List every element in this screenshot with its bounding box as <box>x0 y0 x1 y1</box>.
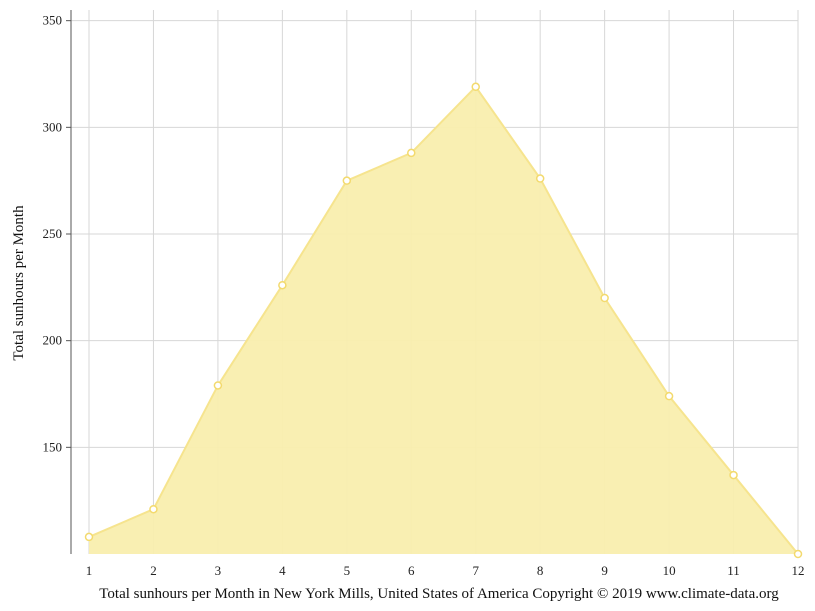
chart-caption: Total sunhours per Month in New York Mil… <box>99 586 779 602</box>
x-tick-label: 9 <box>601 563 608 578</box>
x-tick-label: 1 <box>86 563 93 578</box>
data-point <box>407 148 416 158</box>
x-tick-label: 3 <box>215 563 222 578</box>
x-tick-label: 6 <box>408 563 415 578</box>
data-point <box>342 176 352 185</box>
y-tick-label: 350 <box>43 13 63 28</box>
x-tick-label: 8 <box>537 563 544 578</box>
x-tick-label: 12 <box>792 563 805 578</box>
data-point <box>213 381 223 390</box>
axes <box>66 10 72 554</box>
x-tick-label: 7 <box>472 563 479 578</box>
y-tick-label: 250 <box>43 226 63 241</box>
data-point <box>664 391 674 401</box>
data-point <box>535 174 545 183</box>
data-point <box>793 549 803 559</box>
y-tick-label: 300 <box>43 119 63 134</box>
y-axis-label: Total sunhours per Month <box>11 205 27 361</box>
data-point <box>84 532 94 542</box>
data-point <box>729 470 738 480</box>
area-fill <box>89 86 798 555</box>
data-point <box>471 82 480 92</box>
data-point <box>600 293 609 303</box>
x-tick-label: 5 <box>344 563 351 578</box>
data-point <box>278 280 287 290</box>
data-points <box>84 82 803 559</box>
data-point <box>149 504 158 514</box>
series-line <box>88 85 799 555</box>
y-tick-label: 150 <box>43 439 63 454</box>
x-tick-label: 2 <box>150 563 157 578</box>
area-series <box>88 85 799 555</box>
x-tick-label: 10 <box>663 563 676 578</box>
x-tick-label: 4 <box>279 563 286 578</box>
y-tick-label: 200 <box>43 333 63 348</box>
x-tick-label: 11 <box>727 563 740 578</box>
